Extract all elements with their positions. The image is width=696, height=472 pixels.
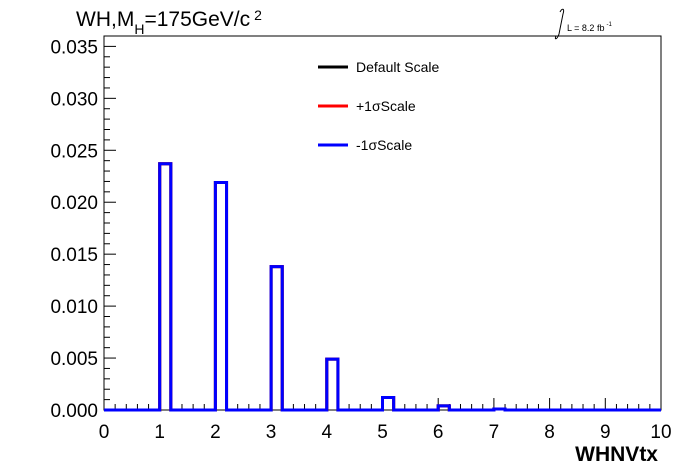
series-group	[104, 162, 661, 412]
luminosity-label: L = 8.2 fb -1	[554, 8, 612, 40]
x-tick-label: 1	[154, 422, 165, 443]
legend-label-default: Default Scale	[356, 59, 439, 75]
legend: Default Scale +1σScale -1σScale	[318, 59, 439, 153]
legend-label-minus1sigma: -1σScale	[356, 137, 412, 153]
x-tick-label: 0	[99, 422, 110, 443]
luminosity-superscript: -1	[606, 22, 612, 28]
series-line-0	[104, 162, 661, 412]
plot-title-rest: =175GeV/c	[144, 8, 250, 31]
plot-frame	[103, 35, 662, 411]
series-line-2	[104, 162, 661, 412]
y-tick-label: 0.035	[50, 37, 98, 58]
x-axis: 0 1 2 3 4 5 6 7 8 9 10	[99, 398, 672, 443]
x-tick-label: 10	[650, 422, 671, 443]
plot-title-main: WH,M	[76, 8, 134, 31]
y-tick-label: 0.005	[50, 349, 98, 370]
plot-title-subscript: H	[134, 21, 144, 37]
plot-title-superscript: 2	[254, 7, 262, 23]
y-tick-label: 0.000	[50, 401, 98, 422]
series-line-1	[104, 162, 661, 412]
x-tick-label: 3	[266, 422, 277, 443]
x-tick-label: 7	[489, 422, 500, 443]
svg-text:L = 8.2 fb-1: L = 8.2 fb -1	[567, 22, 612, 33]
x-tick-label: 6	[433, 422, 444, 443]
y-tick-label: 0.030	[50, 89, 98, 110]
legend-label-plus1sigma: +1σScale	[356, 98, 416, 114]
x-tick-label: 2	[210, 422, 221, 443]
x-tick-label: 9	[600, 422, 611, 443]
x-axis-title: WHNVtx	[575, 443, 658, 466]
plot-title: WH,MH=175GeV/c 2	[76, 7, 262, 37]
x-tick-label: 5	[377, 422, 388, 443]
x-tick-label: 8	[544, 422, 555, 443]
luminosity-text: L = 8.2 fb	[567, 23, 604, 33]
y-axis: 0.000 0.005 0.010 0.015 0.020 0.025 0.030 0.035	[50, 35, 116, 422]
integral-icon	[554, 8, 565, 40]
y-tick-label: 0.025	[50, 141, 98, 162]
y-tick-label: 0.020	[50, 193, 98, 214]
y-tick-label: 0.010	[50, 297, 98, 318]
y-tick-label: 0.015	[50, 245, 98, 266]
x-tick-label: 4	[322, 422, 333, 443]
